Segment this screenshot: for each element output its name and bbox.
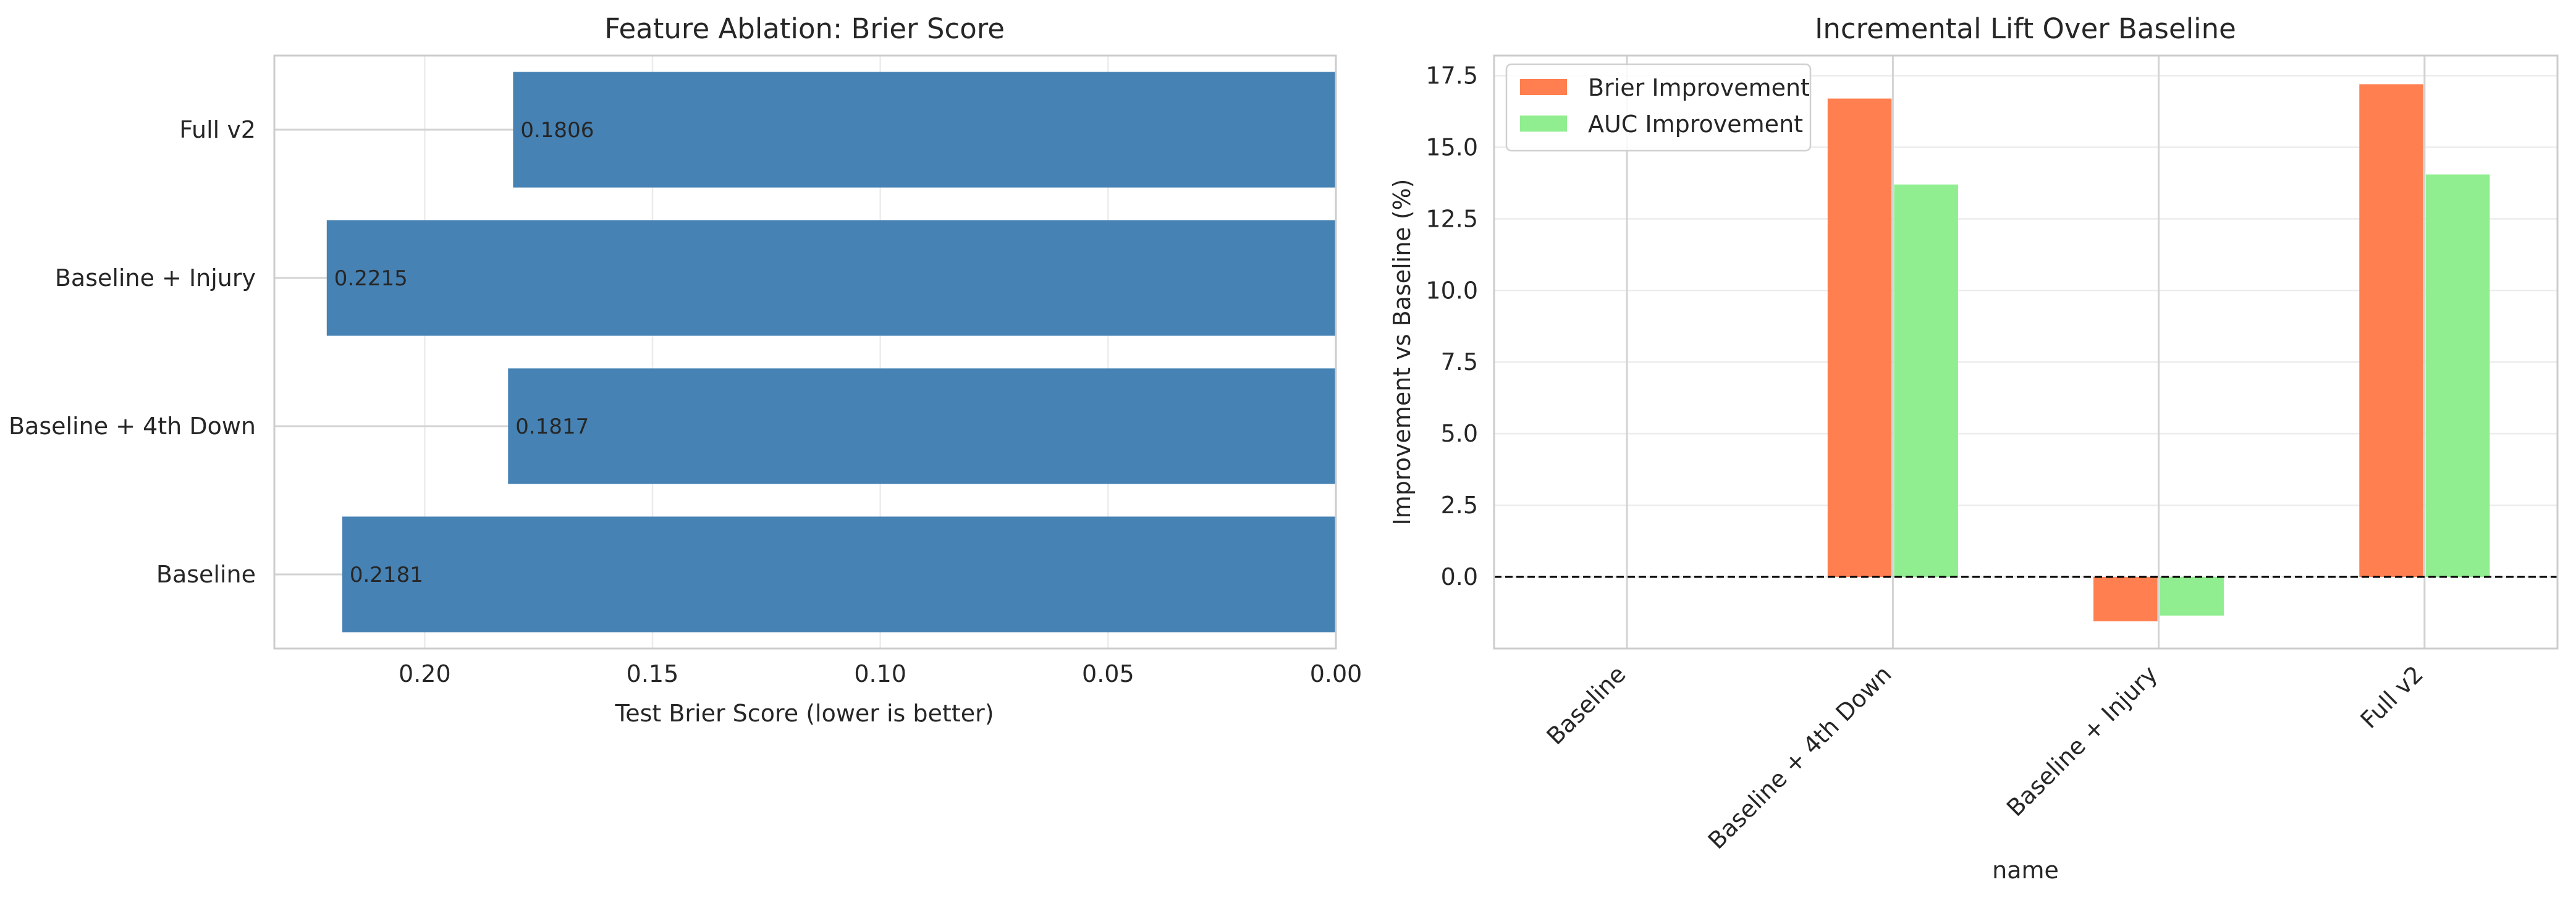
chart1-x-tick-label: 0.15: [627, 660, 679, 687]
chart1-title: Feature Ablation: Brier Score: [604, 12, 1005, 45]
legend-label-brier-improvement: Brier Improvement: [1588, 74, 1810, 101]
bar-brier-improvement-full-v2: [2359, 84, 2423, 578]
chart1-y-tick-label: Full v2: [179, 116, 256, 143]
chart2-x-tick-label: Baseline: [1541, 660, 1631, 750]
bar-baseline: [342, 516, 1336, 632]
bar-auc-improvement-baseline-4th-down: [1894, 184, 1958, 578]
bar-full-v2: [513, 72, 1336, 188]
chart2-y-tick-label: 10.0: [1425, 277, 1478, 304]
chart2-y-tick-label: 2.5: [1441, 492, 1478, 519]
chart2-y-tick-label: 12.5: [1425, 205, 1478, 232]
legend-box: [1505, 63, 1812, 152]
chart2-y-tick-label: 17.5: [1425, 62, 1478, 89]
chart2-x-tick-label: Baseline + 4th Down: [1703, 660, 1897, 854]
chart2-y-tick-label: 5.0: [1441, 420, 1478, 447]
chart1-y-tick-label: Baseline + 4th Down: [9, 413, 256, 440]
chart2-bars: [1827, 84, 2490, 621]
chart2-y-tick-label: 15.0: [1425, 133, 1478, 161]
legend-label-auc-improvement: AUC Improvement: [1588, 111, 1803, 138]
legend-swatch-brier-improvement: [1520, 79, 1567, 95]
bar-baseline-4th-down: [508, 368, 1337, 484]
bar-auc-improvement-full-v2: [2425, 174, 2490, 578]
bar-value-label-baseline-injury: 0.2215: [334, 266, 408, 291]
chart1-y-tick-label: Baseline: [156, 561, 256, 588]
chart1-x-tick-labels: 0.20 0.15 0.10 0.05 0.00: [399, 660, 1362, 687]
bar-brier-improvement-baseline-4th-down: [1827, 98, 1892, 578]
chart2-y-tick-labels: 0.0 2.5 5.0 7.5 10.0 12.5 15.0 17.5: [1425, 62, 1478, 590]
bar-value-label-full-v2: 0.1806: [520, 118, 594, 143]
bar-brier-improvement-baseline-injury: [2093, 577, 2158, 621]
chart2-x-tick-labels: Baseline Baseline + 4th Down Baseline + In…: [1541, 660, 2428, 854]
chart2-x-tick-label: Full v2: [2355, 660, 2429, 734]
chart1-x-tick-label: 0.00: [1310, 660, 1362, 687]
bar-baseline-injury: [326, 220, 1337, 336]
legend-swatch-auc-improvement: [1520, 116, 1567, 132]
chart1-value-labels: 0.2181 0.1817 0.2215 0.1806: [334, 118, 594, 587]
chart2-y-tick-label: 0.0: [1441, 563, 1478, 590]
chart1-y-tick-labels: Baseline Baseline + 4th Down Baseline + In…: [9, 116, 256, 588]
chart1-x-tick-label: 0.05: [1082, 660, 1134, 687]
brier-ablation-chart: Feature Ablation: Brier Score 0.2181 0.18…: [9, 12, 1362, 727]
chart2-title: Incremental Lift Over Baseline: [1815, 12, 2236, 45]
chart2-x-axis-label: name: [1992, 857, 2059, 884]
chart1-x-tick-label: 0.10: [854, 660, 906, 687]
chart2-y-axis-label: Improvement vs Baseline (%): [1388, 178, 1416, 525]
chart1-y-tick-label: Baseline + Injury: [55, 264, 256, 292]
chart1-x-tick-label: 0.20: [399, 660, 451, 687]
bar-auc-improvement-baseline-injury: [2160, 577, 2224, 616]
chart2-plot-frame: [1493, 54, 2559, 650]
chart2-y-tick-label: 7.5: [1441, 348, 1478, 376]
chart2-legend: Brier Improvement AUC Improvement: [1505, 63, 1812, 152]
bar-value-label-baseline: 0.2181: [350, 563, 423, 587]
bar-value-label-baseline-4th-down: 0.1817: [515, 414, 589, 439]
chart1-plot-frame: [273, 54, 1337, 650]
incremental-lift-chart: Incremental Lift Over Baseline 0.0 2.5 5.0…: [1388, 12, 2559, 884]
chart2-x-tick-label: Baseline + Injury: [2001, 660, 2163, 821]
chart1-bars: [326, 72, 1337, 632]
chart1-x-axis-label: Test Brier Score (lower is better): [614, 700, 994, 727]
